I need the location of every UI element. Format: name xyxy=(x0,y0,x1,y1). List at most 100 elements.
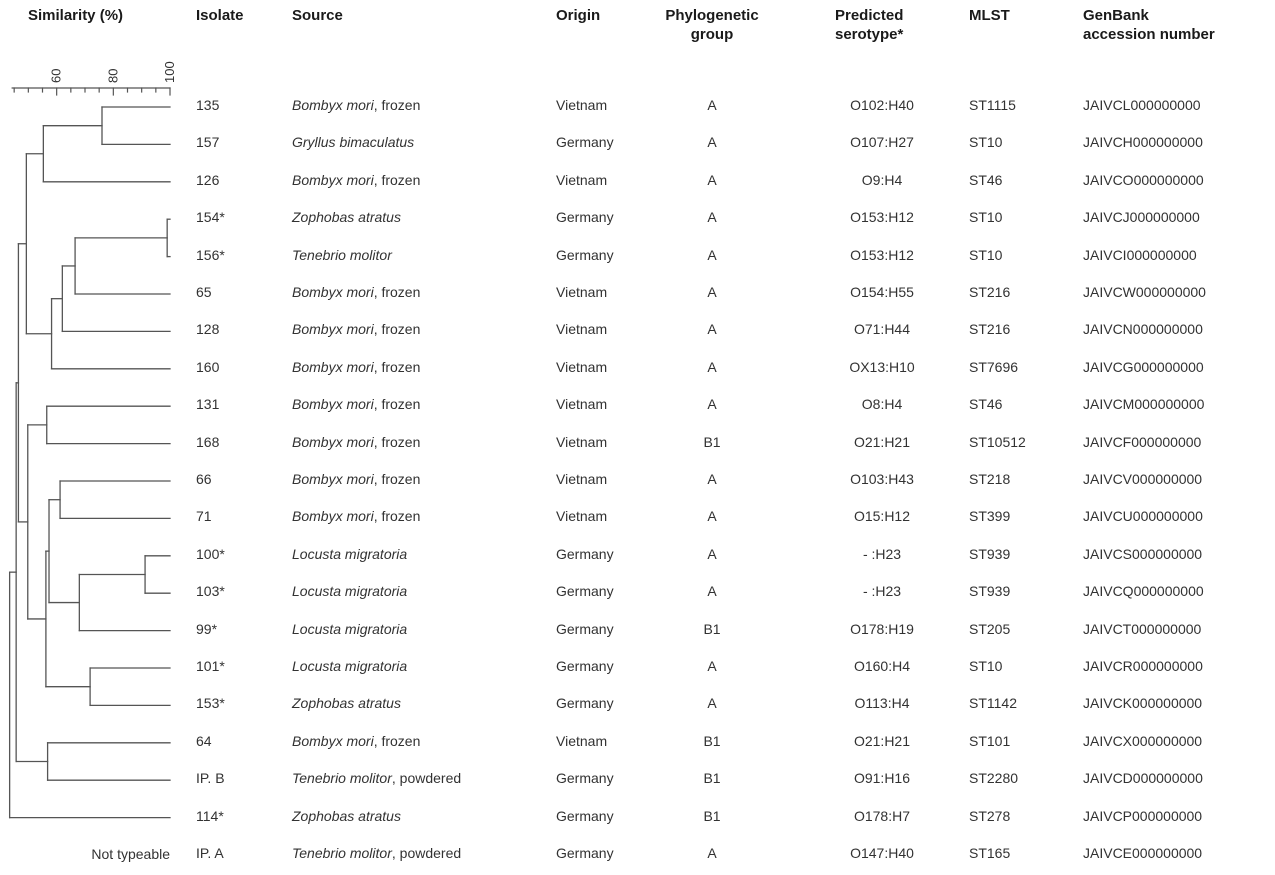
table-row: 66 Bombyx mori, frozen Vietnam A O103:H43 ST2… xyxy=(0,471,1275,491)
species-name: Bombyx mori xyxy=(292,321,374,338)
mlst-header: MLST xyxy=(969,7,1010,24)
genbank-cell: JAIVCR000000000 xyxy=(1083,658,1203,674)
table-row: 65 Bombyx mori, frozen Vietnam A O154:H55 ST2… xyxy=(0,284,1275,304)
isolate-cell: 168 xyxy=(196,433,220,450)
genbank-cell: JAIVCM000000000 xyxy=(1083,396,1205,413)
source-cell: Bombyx mori, frozen xyxy=(292,471,421,487)
serotype-cell: O71:H44 xyxy=(853,321,911,338)
serotype-cell: O107:H27 xyxy=(850,134,914,151)
origin-cell: Vietnam xyxy=(556,358,608,375)
species-name: Locusta migratoria xyxy=(292,658,408,674)
mlst-cell: ST10 xyxy=(969,134,1003,151)
source-cell: Locusta migratoria xyxy=(292,621,407,637)
species-name: Bombyx mori xyxy=(292,471,374,487)
serotype-cell: O160:H4 xyxy=(853,658,911,674)
isolate-cell: IP. B xyxy=(196,770,225,787)
source-cell: Bombyx mori, frozen xyxy=(292,732,421,749)
phylogenetic-group-cell: A xyxy=(707,284,717,300)
mlst-cell: ST205 xyxy=(969,620,1011,637)
source-cell: Bombyx mori, frozen xyxy=(292,284,421,300)
mlst-cell: ST10 xyxy=(969,246,1003,263)
genbank-cell: JAIVCI000000000 xyxy=(1083,246,1197,263)
phylogenetic-group-cell: B1 xyxy=(703,732,721,749)
mlst-cell: ST2280 xyxy=(969,770,1019,787)
phylogenetic-group-cell: A xyxy=(707,246,717,263)
origin-cell: Vietnam xyxy=(556,171,608,188)
origin-cell: Vietnam xyxy=(556,321,608,338)
isolate-cell: 156* xyxy=(196,246,225,263)
table-row: 153* Zophobas atratus Germany A O113:H4 ST114… xyxy=(0,695,1275,715)
serotype-cell: O178:H19 xyxy=(850,620,914,637)
mlst-cell: ST10 xyxy=(969,658,1003,674)
serotype-cell: - :H23 xyxy=(862,583,902,600)
source-cell: Bombyx mori, frozen xyxy=(292,508,421,525)
isolate-cell: IP. A xyxy=(196,845,224,861)
source-cell: Gryllus bimaculatus xyxy=(292,134,414,150)
origin-cell: Vietnam xyxy=(556,396,608,413)
genbank-cell: JAIVCH000000000 xyxy=(1083,134,1203,151)
species-name: Tenebrio molitor xyxy=(292,770,392,787)
mlst-cell: ST278 xyxy=(969,807,1011,824)
species-name: Zophobas atratus xyxy=(292,695,401,712)
origin-cell: Germany xyxy=(556,583,614,600)
genbank-cell: JAIVCV000000000 xyxy=(1083,471,1203,487)
isolate-cell: 103* xyxy=(196,583,225,600)
origin-cell: Vietnam xyxy=(556,732,608,749)
serotype-cell: - :H23 xyxy=(862,545,902,562)
phylogenetic-group-cell: A xyxy=(707,471,717,487)
isolate-cell: 160 xyxy=(196,358,220,375)
phylogenetic-group-cell: B1 xyxy=(703,433,721,450)
isolate-cell: 101* xyxy=(196,658,225,674)
phylogenetic-group-cell: B1 xyxy=(703,807,721,824)
table-row: 154* Zophobas atratus Germany A O153:H12 ST10… xyxy=(0,209,1275,229)
phylogenetic-group-cell: A xyxy=(707,97,717,113)
table-row: 135 Bombyx mori, frozen Vietnam A O102:H40 ST… xyxy=(0,97,1275,117)
source-header: Source xyxy=(292,7,343,24)
isolate-cell: 153* xyxy=(196,695,225,712)
serotype-cell: O153:H12 xyxy=(850,209,914,226)
serotype-cell: O8:H4 xyxy=(861,396,903,413)
species-name: Bombyx mori xyxy=(292,171,374,188)
isolate-cell: 154* xyxy=(196,209,225,226)
table-row: 126 Bombyx mori, frozen Vietnam A O9:H4 ST46 J… xyxy=(0,172,1275,192)
origin-header: Origin xyxy=(556,7,601,24)
genbank-cell: JAIVCU000000000 xyxy=(1083,508,1203,525)
axis-tick-label: 60 xyxy=(49,69,64,83)
isolate-cell: 71 xyxy=(196,508,212,525)
species-name: Gryllus bimaculatus xyxy=(292,134,415,151)
serotype-cell: O153:H12 xyxy=(850,246,914,263)
table-row: 99* Locusta migratoria Germany B1 O178:H19 ST… xyxy=(0,621,1275,641)
origin-cell: Vietnam xyxy=(556,471,608,487)
phylogenetic-group-cell: A xyxy=(707,358,717,375)
mlst-cell: ST399 xyxy=(969,508,1011,525)
source-cell: Bombyx mori, frozen xyxy=(292,171,421,188)
table-row: 101* Locusta migratoria Germany A O160:H4 ST1… xyxy=(0,658,1275,678)
species-name: Locusta migratoria xyxy=(292,620,408,637)
source-cell: Locusta migratoria xyxy=(292,546,407,562)
origin-cell: Vietnam xyxy=(556,433,608,450)
table-row: 100* Locusta migratoria Germany A - :H23 ST93… xyxy=(0,546,1275,566)
species-name: Bombyx mori xyxy=(292,358,374,375)
species-name: Bombyx mori xyxy=(292,508,374,525)
serotype-cell: O9:H4 xyxy=(861,171,903,188)
origin-cell: Germany xyxy=(556,845,614,861)
source-cell: Tenebrio molitor, powdered xyxy=(292,845,462,861)
serotype-cell: O21:H21 xyxy=(853,433,911,450)
isolate-cell: 64 xyxy=(196,732,212,749)
table-row: 131 Bombyx mori, frozen Vietnam A O8:H4 ST46 J… xyxy=(0,396,1275,416)
genbank-cell: JAIVCX000000000 xyxy=(1083,732,1203,749)
origin-cell: Vietnam xyxy=(556,97,608,113)
mlst-cell: ST10 xyxy=(969,209,1003,226)
table-row: 103* Locusta migratoria Germany A - :H23 ST93… xyxy=(0,583,1275,603)
phylogenetic-group-cell: A xyxy=(707,583,717,600)
isolate-cell: 157 xyxy=(196,134,220,151)
serotype-cell: O113:H4 xyxy=(854,695,910,712)
origin-cell: Germany xyxy=(556,620,614,637)
genbank-cell: JAIVCK000000000 xyxy=(1083,695,1203,712)
axis-tick-label: 100 xyxy=(162,61,177,83)
origin-cell: Germany xyxy=(556,695,614,712)
phylogenetic-group-cell: A xyxy=(707,321,717,338)
table-row: 71 Bombyx mori, frozen Vietnam A O15:H12 ST39… xyxy=(0,508,1275,528)
phylogenetic-group-cell: A xyxy=(707,508,717,525)
origin-cell: Germany xyxy=(556,209,614,226)
